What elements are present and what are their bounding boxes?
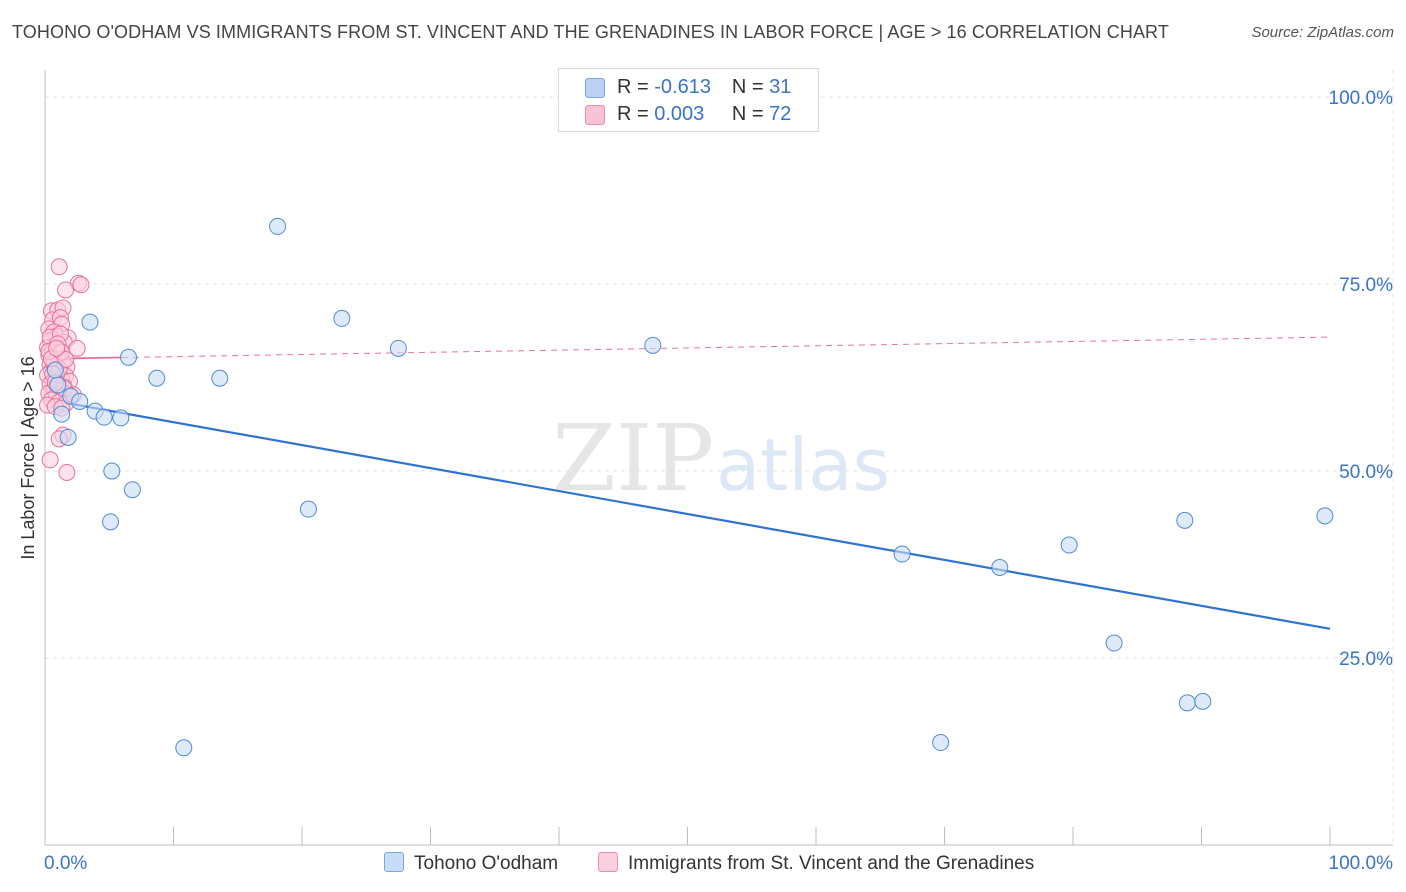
point-tohono [932,734,950,752]
y-tick-label: 50.0% [1339,462,1393,483]
bottom-legend-tohono: Tohono O'odham [384,852,558,875]
watermark-atlas: atlas [716,423,890,507]
point-tohono [991,558,1009,576]
legend-r-tohono: -0.613 [654,76,711,98]
point-tohono [1194,692,1212,710]
y-tick-label: 75.0% [1339,275,1393,296]
point-tohono [59,428,77,446]
legend-n-immigrants: 72 [769,103,792,125]
y-axis-label: In Labor Force | Age > 16 [18,356,38,559]
legend-text-immigrants: R = 0.003 N = 72 [617,103,792,125]
point-tohono [53,405,71,423]
y-tick-label: 100.0% [1329,88,1394,109]
point-tohono [112,409,130,427]
point-tohono [120,348,138,366]
point-tohono [71,392,89,410]
point-tohono [211,369,229,387]
source-label: Source: ZipAtlas.com [1251,24,1394,41]
trendline-tohono [44,398,1331,630]
point-immigrants [58,463,76,481]
legend-swatch-tohono [585,78,605,98]
y-tick-label: 25.0% [1339,649,1393,670]
bottom-legend-immigrants: Immigrants from St. Vincent and the Gren… [598,852,1034,875]
point-tohono [1060,536,1078,554]
point-immigrants [41,451,59,469]
correlation-legend: R = -0.613 N = 31 R = 0.003 N = 72 [558,68,819,132]
point-tohono [46,361,64,379]
x-tick-label-max: 100.0% [1329,853,1394,874]
point-immigrants [57,351,75,369]
point-tohono [1178,694,1196,712]
point-tohono [1176,511,1194,529]
bottom-legend-swatch-immigrants [598,852,618,872]
chart-title: TOHONO O'ODHAM VS IMMIGRANTS FROM ST. VI… [12,22,1169,42]
point-tohono [644,336,662,354]
point-tohono [103,462,121,480]
point-immigrants [48,339,66,357]
watermark-zip: ZIP [552,405,714,512]
point-tohono [102,513,120,531]
point-tohono [333,309,351,327]
point-tohono [95,408,113,426]
bottom-legend-swatch-tohono [384,852,404,872]
point-immigrants [50,258,68,276]
point-tohono [1105,634,1123,652]
point-tohono [123,481,141,499]
x-tick-label-min: 0.0% [44,853,87,874]
point-tohono [148,369,166,387]
legend-r-immigrants: 0.003 [654,103,705,125]
legend-n-tohono: 31 [769,76,792,98]
point-tohono [1316,507,1334,525]
point-tohono [389,339,407,357]
point-tohono [175,739,193,757]
trendline-immigrants-dashed [122,336,1331,358]
legend-swatch-immigrants [585,105,605,125]
point-immigrants [57,281,75,299]
legend-text-tohono: R = -0.613 N = 31 [617,76,792,98]
point-tohono [893,545,911,563]
point-tohono [49,376,67,394]
point-tohono [269,217,287,235]
point-tohono [299,500,317,518]
point-immigrants [72,276,90,294]
point-tohono [81,313,99,331]
